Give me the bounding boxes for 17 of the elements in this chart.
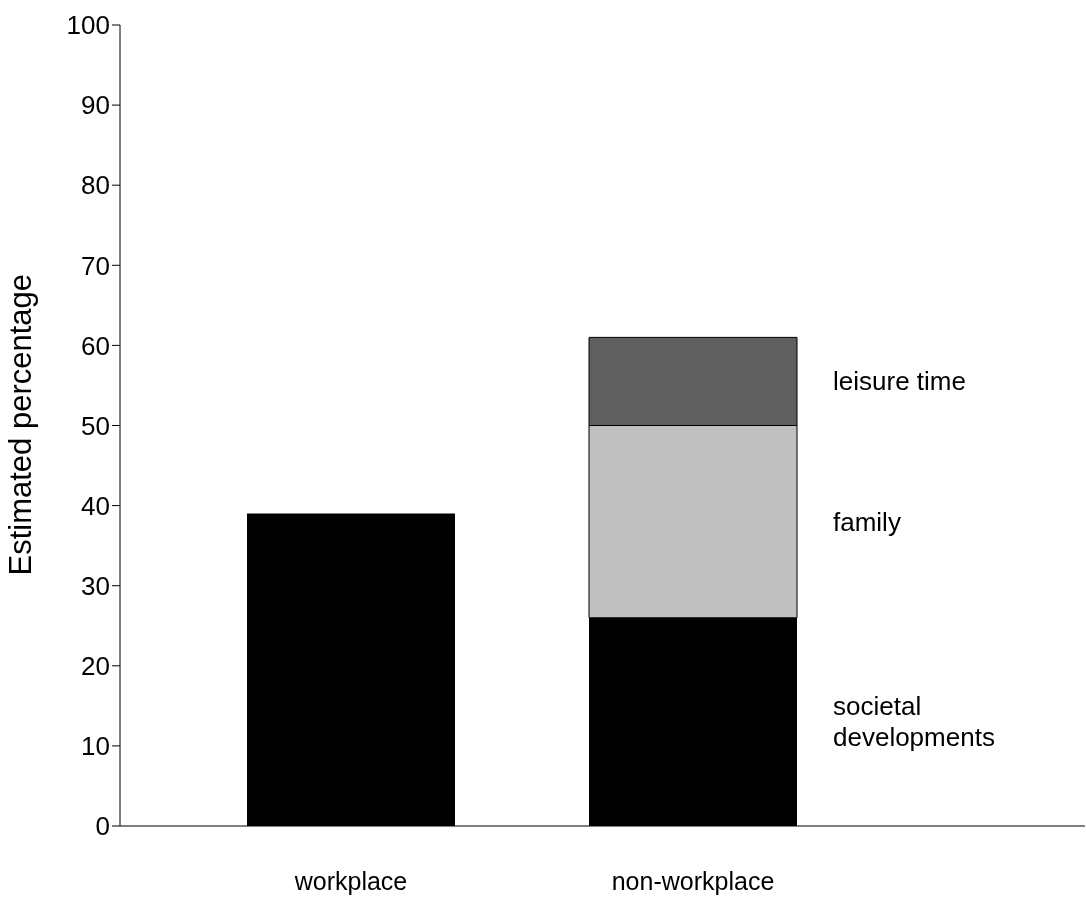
y-tick-label: 0 <box>95 811 110 842</box>
y-tick-label: 80 <box>81 170 110 201</box>
y-tick-label: 70 <box>81 250 110 281</box>
y-axis-title: Estimated percentage <box>3 273 39 576</box>
series-label: leisure time <box>833 366 966 397</box>
y-tick-label: 40 <box>81 490 110 521</box>
y-tick-label: 90 <box>81 90 110 121</box>
y-tick-label: 60 <box>81 330 110 361</box>
y-tick-label: 30 <box>81 570 110 601</box>
y-tick-label: 20 <box>81 651 110 682</box>
series-label: societal developments <box>833 691 995 753</box>
x-tick-label: non-workplace <box>611 866 775 895</box>
y-tick-label: 100 <box>66 10 110 41</box>
y-tick-label: 10 <box>81 731 110 762</box>
series-label: family <box>833 506 901 537</box>
x-tick-label: workplace <box>293 866 408 895</box>
y-tick-label: 50 <box>81 410 110 441</box>
